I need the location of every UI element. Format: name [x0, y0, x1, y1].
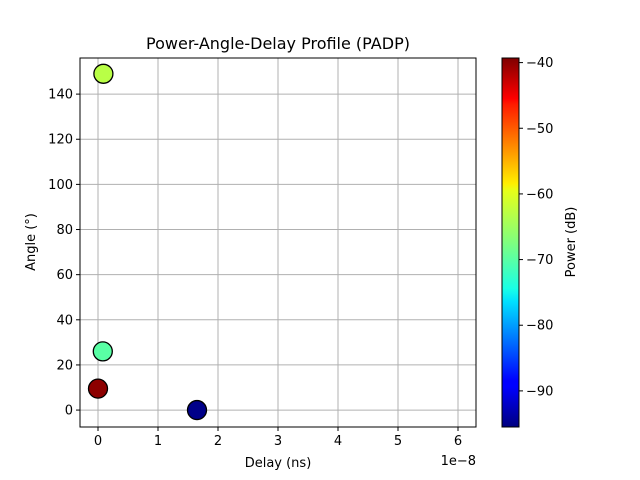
y-tick-label: 60 — [56, 268, 73, 283]
y-axis-label: Angle (°) — [24, 213, 39, 271]
x-tick-label: 6 — [454, 434, 462, 449]
colorbar-tick-label: −90 — [526, 384, 553, 399]
colorbar-tick-label: −40 — [526, 56, 553, 71]
plot-frame — [79, 57, 477, 428]
scatter-points — [87, 63, 208, 421]
y-tick-label: 20 — [56, 358, 73, 373]
chart-title: Power-Angle-Delay Profile (PADP) — [146, 34, 410, 53]
colorbar-label: Power (dB) — [564, 207, 579, 278]
y-tick-label: 40 — [56, 313, 73, 328]
y-tick-label: 80 — [56, 223, 73, 238]
colorbar: −40 −50 −60 −70 −80 −90 Power (dB) — [501, 56, 579, 428]
scatter-point — [186, 399, 208, 421]
scatter-point — [87, 378, 109, 399]
y-tick-label: 100 — [48, 178, 73, 193]
colorbar-tick-label: −60 — [526, 187, 553, 202]
colorbar-frame — [501, 57, 520, 428]
y-tick-label: 140 — [48, 88, 73, 103]
grid — [80, 58, 476, 427]
colorbar-tick-label: −70 — [526, 253, 553, 268]
x-tick-label: 5 — [394, 434, 402, 449]
x-tick-label: 2 — [214, 434, 222, 449]
x-tick-label: 4 — [334, 434, 342, 449]
colorbar-gradient — [502, 58, 519, 427]
x-axis-offset-label: 1e−8 — [441, 454, 476, 469]
scatter-point — [93, 63, 114, 84]
colorbar-tick-label: −80 — [526, 319, 553, 334]
x-tick-label: 1 — [154, 434, 162, 449]
x-tick-label: 0 — [94, 434, 102, 449]
y-tick-label: 0 — [65, 404, 73, 419]
colorbar-ticks: −40 −50 −60 −70 −80 −90 — [519, 56, 553, 399]
x-tick-label: 3 — [274, 434, 282, 449]
y-tick-label: 120 — [48, 133, 73, 148]
x-axis-label: Delay (ns) — [245, 456, 312, 471]
scatter-point — [92, 341, 113, 362]
colorbar-tick-label: −50 — [526, 122, 553, 137]
